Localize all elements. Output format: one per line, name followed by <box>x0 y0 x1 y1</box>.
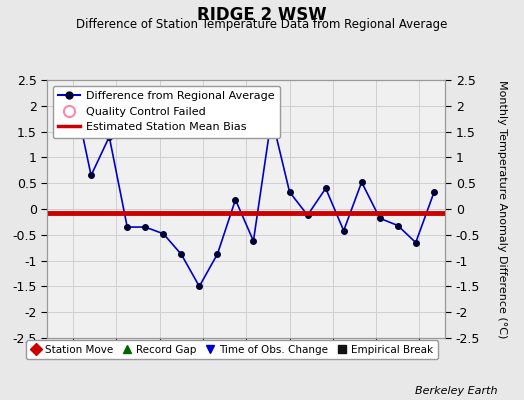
Text: Difference of Station Temperature Data from Regional Average: Difference of Station Temperature Data f… <box>77 18 447 31</box>
Legend: Station Move, Record Gap, Time of Obs. Change, Empirical Break: Station Move, Record Gap, Time of Obs. C… <box>26 340 438 359</box>
Legend: Difference from Regional Average, Quality Control Failed, Estimated Station Mean: Difference from Regional Average, Qualit… <box>53 86 280 138</box>
Text: Berkeley Earth: Berkeley Earth <box>416 386 498 396</box>
Text: RIDGE 2 WSW: RIDGE 2 WSW <box>197 6 327 24</box>
Y-axis label: Monthly Temperature Anomaly Difference (°C): Monthly Temperature Anomaly Difference (… <box>497 80 507 338</box>
